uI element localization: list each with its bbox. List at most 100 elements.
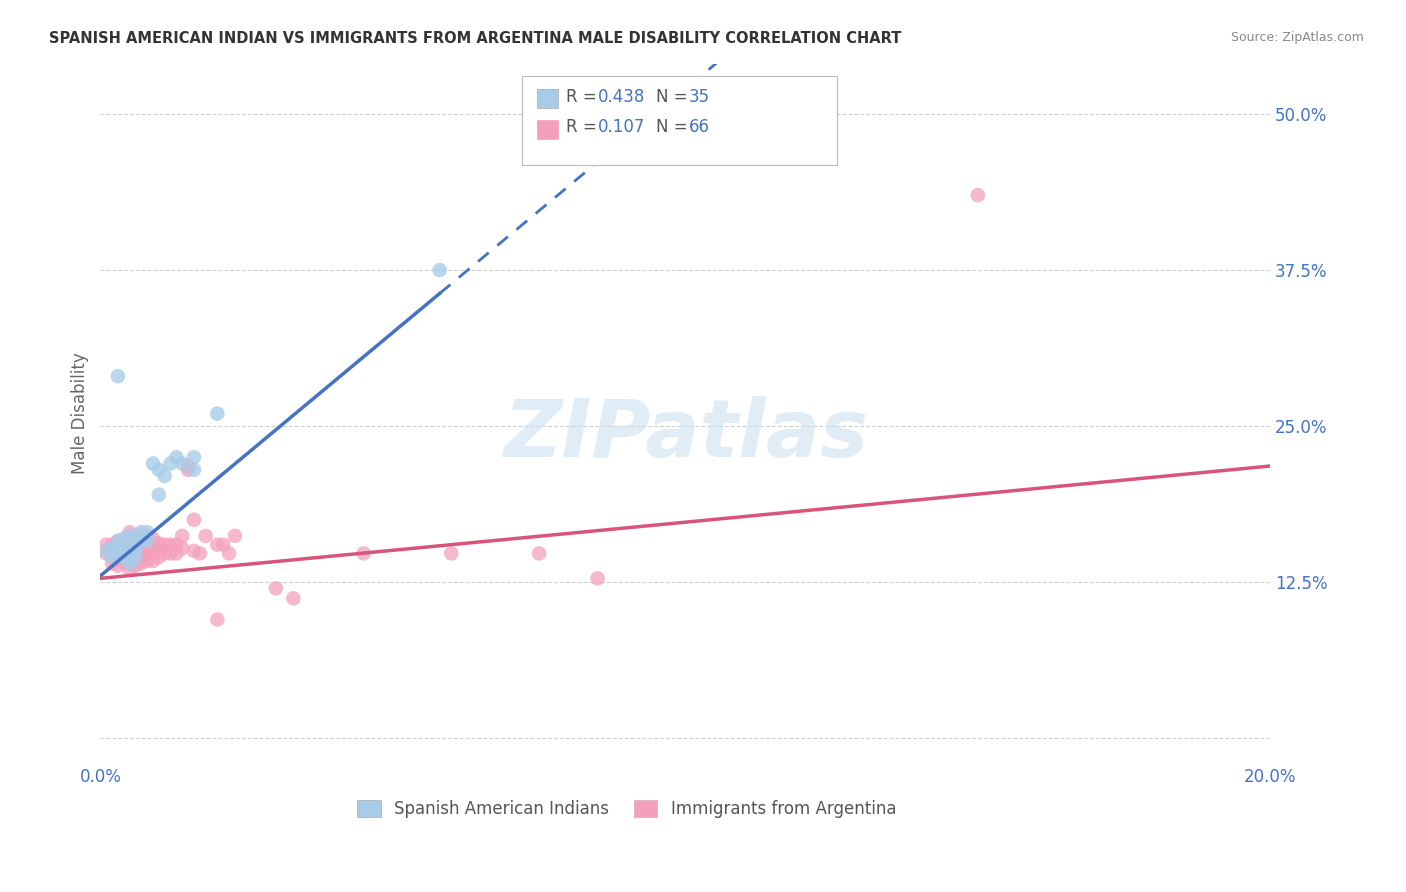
Point xyxy=(107,558,129,573)
Point xyxy=(159,546,181,560)
Point xyxy=(129,529,152,543)
Point xyxy=(429,263,451,277)
Point xyxy=(124,529,146,543)
Point xyxy=(112,550,135,565)
Point xyxy=(129,544,152,558)
Point xyxy=(112,533,135,548)
Point xyxy=(172,541,194,556)
Point xyxy=(183,450,205,465)
Text: R =: R = xyxy=(567,88,602,106)
Point xyxy=(124,558,146,573)
Text: 35: 35 xyxy=(689,88,710,106)
Point xyxy=(353,546,375,560)
Point xyxy=(172,529,194,543)
Point xyxy=(165,538,187,552)
Point xyxy=(107,550,129,565)
Point xyxy=(172,457,194,471)
Point xyxy=(129,525,152,540)
Text: R =: R = xyxy=(567,118,602,136)
Text: ZIPatlas: ZIPatlas xyxy=(503,395,868,474)
Text: SPANISH AMERICAN INDIAN VS IMMIGRANTS FROM ARGENTINA MALE DISABILITY CORRELATION: SPANISH AMERICAN INDIAN VS IMMIGRANTS FR… xyxy=(49,31,901,46)
Point xyxy=(183,463,205,477)
Point xyxy=(136,546,159,560)
Point xyxy=(118,557,141,571)
Point xyxy=(183,544,205,558)
Point xyxy=(194,529,217,543)
Point xyxy=(153,546,176,560)
Point xyxy=(96,538,118,552)
Point xyxy=(112,532,135,546)
Text: 66: 66 xyxy=(689,118,710,136)
Point xyxy=(136,529,159,543)
Point xyxy=(966,188,988,202)
Point xyxy=(107,544,129,558)
Point xyxy=(136,536,159,550)
Point xyxy=(188,546,211,560)
Point xyxy=(101,538,124,552)
Point xyxy=(183,513,205,527)
Point xyxy=(118,554,141,568)
Point xyxy=(440,546,463,560)
Point xyxy=(264,582,287,596)
Point xyxy=(112,544,135,558)
Point xyxy=(129,536,152,550)
Point xyxy=(124,544,146,558)
Point xyxy=(165,450,187,465)
Point xyxy=(177,463,200,477)
Point xyxy=(118,538,141,552)
Point xyxy=(107,546,129,560)
Point xyxy=(107,533,129,548)
Point xyxy=(148,488,170,502)
Y-axis label: Male Disability: Male Disability xyxy=(72,352,89,475)
Point xyxy=(527,546,550,560)
Point xyxy=(101,557,124,571)
Point xyxy=(142,540,165,554)
Point xyxy=(118,541,141,556)
Point xyxy=(112,541,135,556)
Point xyxy=(118,550,141,565)
Point xyxy=(124,550,146,565)
Point xyxy=(148,463,170,477)
Point xyxy=(148,544,170,558)
Point xyxy=(153,469,176,483)
Point xyxy=(212,538,235,552)
Point xyxy=(136,541,159,556)
Point xyxy=(142,532,165,546)
Point xyxy=(107,369,129,384)
Point xyxy=(112,546,135,560)
Point xyxy=(107,533,129,548)
Point xyxy=(129,557,152,571)
Point xyxy=(148,550,170,565)
Legend: Spanish American Indians, Immigrants from Argentina: Spanish American Indians, Immigrants fro… xyxy=(350,793,903,825)
Point xyxy=(101,546,124,560)
Point xyxy=(118,546,141,560)
Point xyxy=(177,458,200,473)
Point xyxy=(124,544,146,558)
Point xyxy=(283,591,305,606)
Point xyxy=(136,525,159,540)
Point xyxy=(142,457,165,471)
Point xyxy=(101,550,124,565)
FancyBboxPatch shape xyxy=(537,89,558,108)
Point xyxy=(118,533,141,548)
Point xyxy=(159,538,181,552)
Point xyxy=(112,557,135,571)
Text: 0.107: 0.107 xyxy=(598,118,645,136)
Point xyxy=(101,541,124,556)
FancyBboxPatch shape xyxy=(537,120,558,139)
Point xyxy=(207,613,229,627)
Point xyxy=(96,546,118,560)
Point xyxy=(118,563,141,577)
Point xyxy=(124,536,146,550)
Point xyxy=(165,546,187,560)
Point xyxy=(129,550,152,565)
Point xyxy=(159,457,181,471)
Point xyxy=(118,525,141,540)
Point xyxy=(96,544,118,558)
Point xyxy=(142,554,165,568)
Text: Source: ZipAtlas.com: Source: ZipAtlas.com xyxy=(1230,31,1364,45)
FancyBboxPatch shape xyxy=(522,76,838,165)
Text: N =: N = xyxy=(657,118,693,136)
Point xyxy=(153,538,176,552)
Point xyxy=(142,546,165,560)
